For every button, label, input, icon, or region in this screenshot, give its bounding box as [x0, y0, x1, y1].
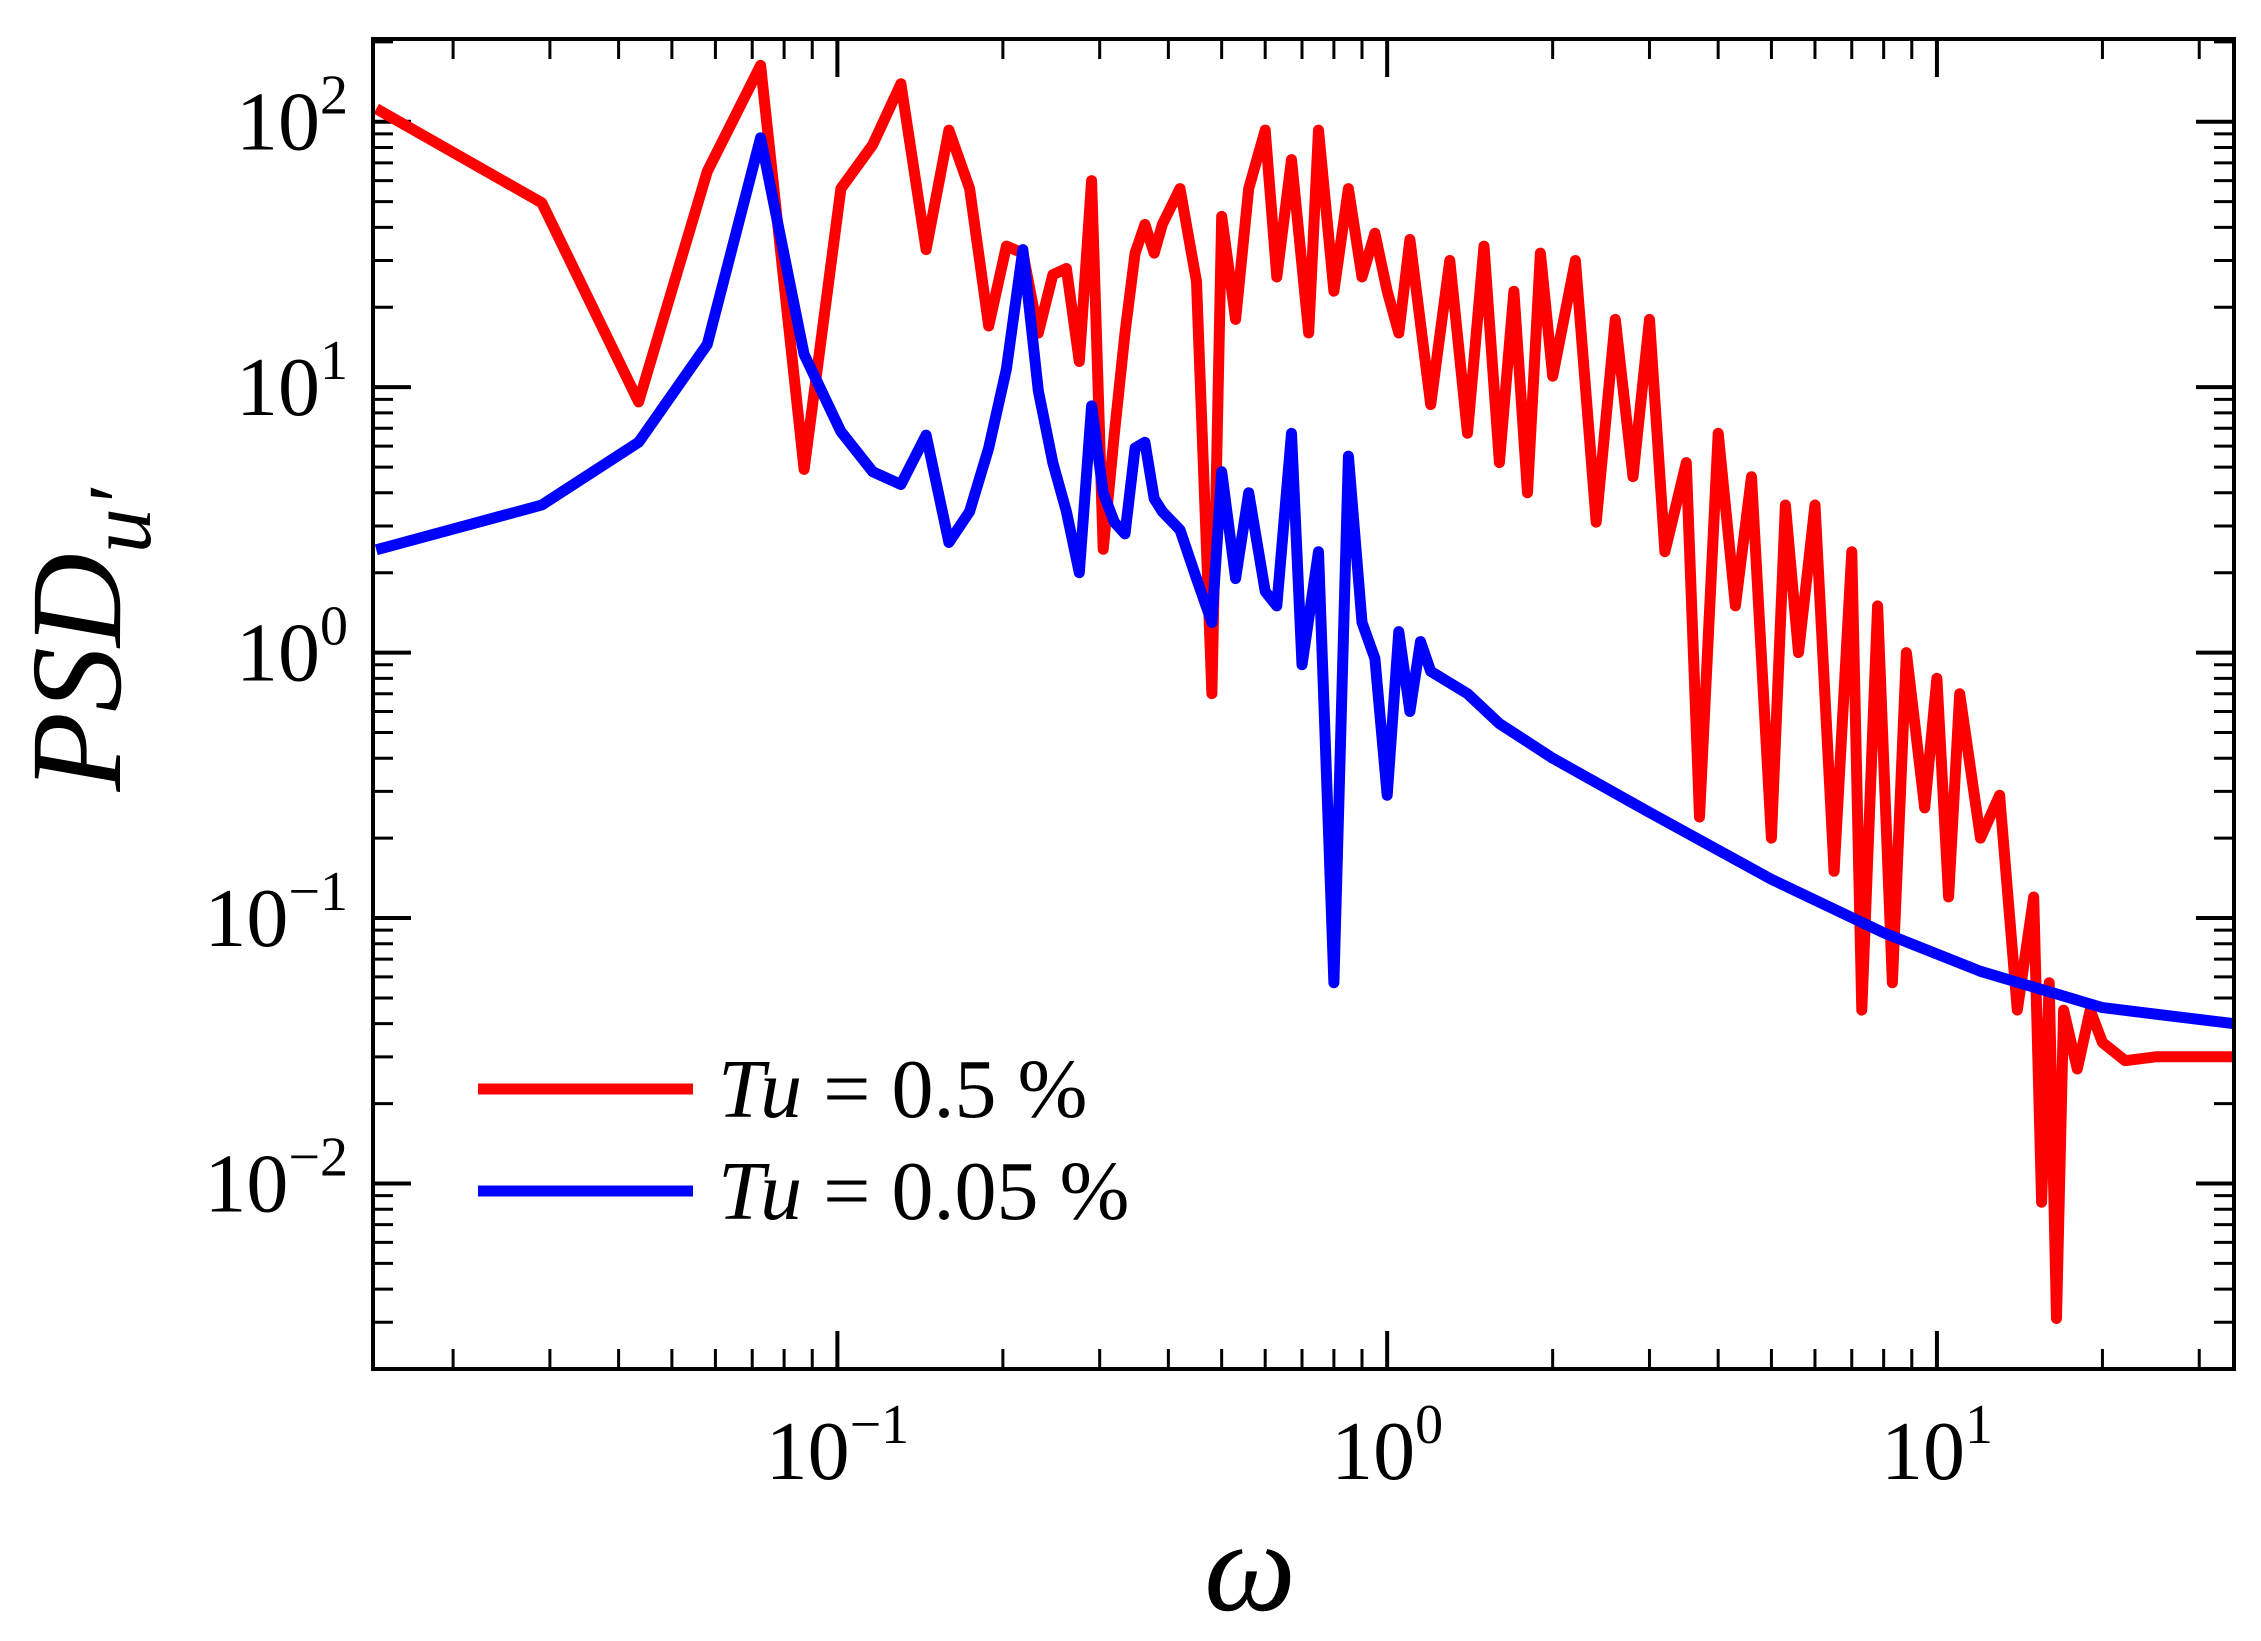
tick-base: 10	[204, 872, 288, 965]
y-axis-label: PSDu′	[5, 487, 170, 792]
y-tick-label: 100	[236, 596, 348, 700]
tick-base: 10	[236, 341, 320, 434]
legend-label-italic: Tu	[718, 1043, 802, 1136]
tick-base: 10	[1331, 1405, 1415, 1498]
x-tick-label: 10−1	[766, 1394, 910, 1498]
y-axis-label-group: PSDu′	[5, 487, 170, 792]
data-line	[374, 132, 2234, 1030]
tick-exponent: 0	[1415, 1394, 1443, 1456]
tick-base: 10	[1881, 1405, 1965, 1498]
y-tick-label: 10−1	[204, 861, 348, 965]
x-tick-label: 100	[1331, 1394, 1443, 1498]
x-tick-label: 101	[1881, 1394, 1993, 1498]
y-axis-label-main: PSD	[5, 553, 149, 792]
tick-base: 10	[204, 1137, 288, 1230]
legend-label-rest: = 0.5 %	[802, 1043, 1087, 1136]
tick-base: 10	[236, 607, 320, 700]
tick-exponent: −2	[288, 1126, 348, 1188]
legend-label-italic: Tu	[718, 1145, 802, 1238]
y-tick-label: 102	[236, 65, 348, 169]
tick-exponent: 2	[320, 65, 348, 127]
y-tick-label: 10−2	[204, 1126, 348, 1230]
tick-exponent: 1	[320, 330, 348, 392]
tick-exponent: 0	[320, 596, 348, 658]
legend-label: Tu = 0.05 %	[718, 1145, 1129, 1238]
y-axis-label-subscript: u′	[71, 487, 170, 553]
plot-frame	[371, 37, 2236, 1371]
tick-exponent: −1	[288, 861, 348, 923]
legend-label-rest: = 0.05 %	[802, 1145, 1129, 1238]
tick-exponent: 1	[1965, 1394, 1993, 1456]
legend-label: Tu = 0.5 %	[718, 1043, 1087, 1136]
tick-base: 10	[236, 76, 320, 169]
tick-base: 10	[766, 1405, 850, 1498]
y-tick-label: 101	[236, 330, 348, 434]
data-line	[373, 59, 2234, 1324]
tick-exponent: −1	[850, 1394, 910, 1456]
x-axis-label: ω	[1204, 1495, 1296, 1639]
